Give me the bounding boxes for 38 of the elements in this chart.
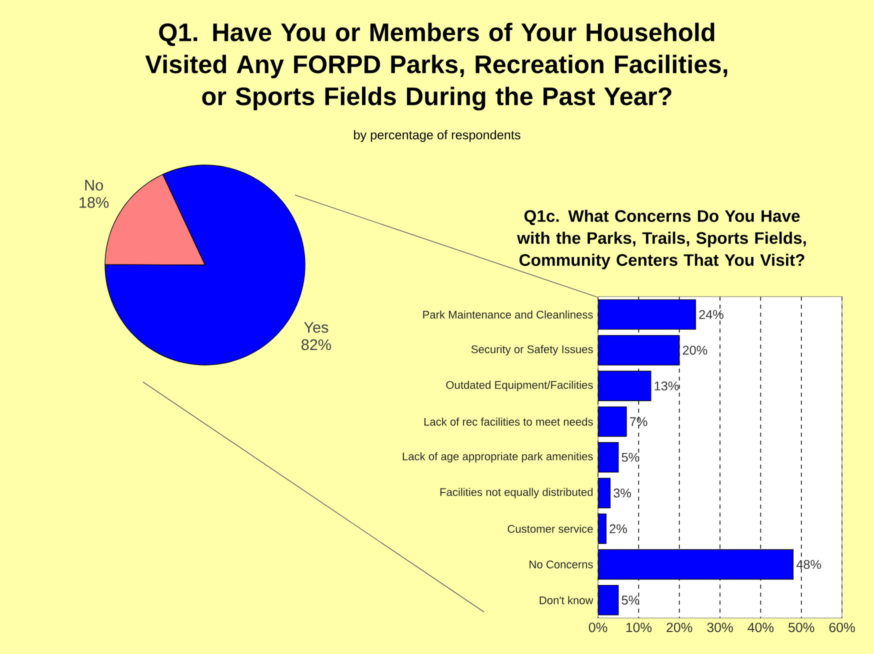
data-label: 7% [630,417,648,426]
x-tick-label: 30% [707,622,733,632]
x-tick-label: 60% [829,622,855,632]
bar [598,442,619,472]
data-label: 24% [699,310,724,319]
slice-label: Yes [304,322,328,333]
data-label: 20% [682,346,708,355]
bar [598,406,627,437]
y-tick-label: Don't know [540,596,594,604]
text: Q1. Have You or Members of Your Household Visited Any FORPD Parks, Recreation Facilities, or Sports Fields During the Past Year? [145,22,728,110]
data-label: 5% [622,452,640,462]
bar [598,585,619,616]
data-label: 18% [80,197,109,208]
data-label: 5% [622,596,640,605]
x-tick-label: 20% [666,622,692,632]
data-label: 82% [302,339,331,350]
bar [598,514,606,544]
x-tick-label: 40% [748,622,774,632]
y-tick-label: Outdated Equipment/Facilities [446,380,593,392]
x-tick-label: 0% [588,622,608,632]
data-label: 2% [610,524,627,534]
y-tick-label: No Concerns [530,560,593,568]
x-tick-label: 10% [626,622,652,632]
y-tick-label: Security or Safety Issues [471,345,593,356]
y-tick-label: Customer service [508,524,593,533]
bar [598,335,680,366]
data-label: 3% [614,488,631,498]
text: by percentage of respondents [354,130,520,142]
data-label: 13% [654,381,679,390]
y-tick-label: Lack of rec facilities to meet needs [424,418,593,426]
y-tick-label: Lack of age appropriate park amenities [402,452,593,462]
y-tick-label: Facilities not equally distributed [440,488,593,498]
bar [598,478,611,508]
x-tick-label: 50% [788,622,814,632]
slice-label: No [85,180,103,191]
data-label: 48% [796,560,822,569]
chart-title: Q1c. What Concerns Do You Have with the Parks, Trails, Sports Fields, Community Centers That You Visit? [517,210,806,270]
y-tick-label: Park Maintenance and Cleanliness [423,310,593,319]
